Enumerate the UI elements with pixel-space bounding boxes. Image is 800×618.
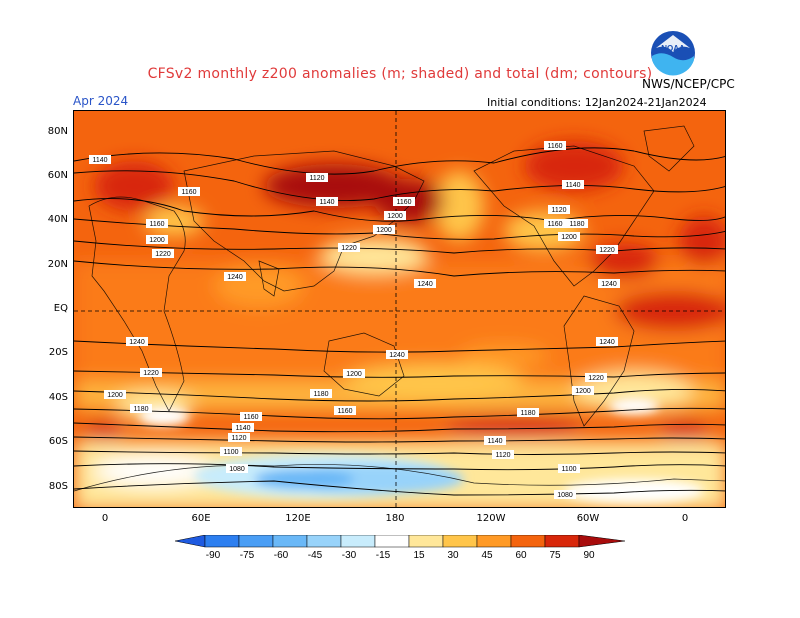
contour-label: 1240 <box>389 352 405 359</box>
contour-label: 1160 <box>547 221 562 228</box>
colorbar-swatch <box>374 534 410 548</box>
colorbar-low-arrow <box>174 534 206 548</box>
lon-label-120w: 120W <box>476 513 506 524</box>
contour-label: 1120 <box>231 435 246 442</box>
lat-label-80s: 80S <box>48 481 68 492</box>
contour-label: 1200 <box>376 227 392 234</box>
colorbar-tick: -60 <box>274 550 289 559</box>
contour-label: 1160 <box>396 199 411 206</box>
lat-label-40s: 40S <box>48 392 68 403</box>
contour-label: 1220 <box>599 247 615 254</box>
contour-label: 1240 <box>417 281 433 288</box>
colorbar-tick: -45 <box>308 550 323 559</box>
source-label: NWS/NCEP/CPC <box>642 77 735 91</box>
lon-label-0-east: 0 <box>681 513 689 524</box>
colorbar-tick: 60 <box>515 550 527 559</box>
colorbar-swatch <box>510 534 546 548</box>
contour-label: 1120 <box>495 452 510 459</box>
contour-label: 1100 <box>561 466 576 473</box>
contour-label: 1140 <box>565 182 580 189</box>
contour-label: 1200 <box>387 213 403 220</box>
colorbar-swatch <box>340 534 376 548</box>
lat-label-80n: 80N <box>47 126 68 137</box>
contour-label: 1140 <box>319 199 334 206</box>
lon-label-120e: 120E <box>285 513 311 524</box>
colorbar-swatch <box>408 534 444 548</box>
colorbar-tick: 75 <box>549 550 561 559</box>
colorbar-svg: -90 -75 -60 -45 -30 -15 15 30 45 60 75 9… <box>174 534 626 561</box>
lon-label-60w: 60W <box>576 513 600 524</box>
colorbar-swatch <box>204 534 240 548</box>
contour-label: 1080 <box>557 492 573 499</box>
colorbar-tick: -15 <box>376 550 391 559</box>
lat-label-20s: 20S <box>48 347 68 358</box>
colorbar-tick: 45 <box>481 550 493 559</box>
contour-label: 1160 <box>337 408 352 415</box>
contour-label: 1220 <box>341 245 357 252</box>
contour-label: 1140 <box>235 425 250 432</box>
colorbar-tick: -75 <box>240 550 255 559</box>
contour-label: 1180 <box>133 406 148 413</box>
lat-label-eq: EQ <box>53 303 68 314</box>
contour-label: 1240 <box>601 281 617 288</box>
contour-label: 1180 <box>520 410 535 417</box>
noaa-logo-text: NOAA <box>661 44 685 53</box>
lon-label-0: 0 <box>101 513 109 524</box>
colorbar-tick: -30 <box>342 550 357 559</box>
lon-label-60e: 60E <box>191 513 211 524</box>
contour-label: 1160 <box>149 221 164 228</box>
lat-label-20n: 20N <box>47 259 68 270</box>
contour-label: 1200 <box>149 237 165 244</box>
colorbar-swatch <box>238 534 274 548</box>
contour-label: 1160 <box>181 189 196 196</box>
contour-label: 1160 <box>547 143 562 150</box>
forecast-month: Apr 2024 <box>73 94 129 108</box>
lat-label-60s: 60S <box>48 436 68 447</box>
lat-label-40n: 40N <box>47 214 68 225</box>
lon-label-180: 180 <box>385 513 405 524</box>
contour-label: 1200 <box>107 392 123 399</box>
contour-label: 1240 <box>599 339 615 346</box>
contour-label: 1180 <box>569 221 584 228</box>
contour-label: 1200 <box>575 388 591 395</box>
colorbar: -90 -75 -60 -45 -30 -15 15 30 45 60 75 9… <box>174 534 635 563</box>
colorbar-tick: 90 <box>583 550 595 559</box>
colorbar-tick: -90 <box>206 550 221 559</box>
colorbar-high-arrow <box>578 534 626 548</box>
noaa-logo: NOAA <box>650 30 696 76</box>
contour-label: 1160 <box>243 414 258 421</box>
contour-label: 1120 <box>309 175 324 182</box>
contour-label: 1180 <box>313 391 328 398</box>
colorbar-swatch <box>272 534 308 548</box>
contour-label: 1140 <box>92 157 107 164</box>
contour-label: 1220 <box>588 375 604 382</box>
contour-label: 1240 <box>129 339 145 346</box>
contour-label: 1140 <box>487 438 502 445</box>
contour-label: 1220 <box>143 370 159 377</box>
colorbar-tick: 30 <box>447 550 459 559</box>
anomaly-map: 1140 1120 1160 1160 1200 1220 1140 1160 … <box>73 110 726 508</box>
contour-label: 1200 <box>346 371 362 378</box>
contour-label: 1080 <box>229 466 245 473</box>
colorbar-swatch <box>544 534 580 548</box>
contour-label: 1240 <box>227 274 243 281</box>
lat-label-60n: 60N <box>47 170 68 181</box>
anomaly-map-svg: 1140 1120 1160 1160 1200 1220 1140 1160 … <box>74 111 725 507</box>
colorbar-swatch <box>476 534 512 548</box>
contour-label: 1200 <box>561 234 577 241</box>
colorbar-swatch <box>442 534 478 548</box>
colorbar-tick: 15 <box>413 550 425 559</box>
contour-label: 1100 <box>223 449 238 456</box>
initial-conditions: Initial conditions: 12Jan2024-21Jan2024 <box>487 96 707 109</box>
contour-label: 1220 <box>155 251 171 258</box>
contour-label: 1120 <box>551 207 566 214</box>
colorbar-swatch <box>306 534 342 548</box>
chart-title: CFSv2 monthly z200 anomalies (m; shaded)… <box>147 66 653 82</box>
